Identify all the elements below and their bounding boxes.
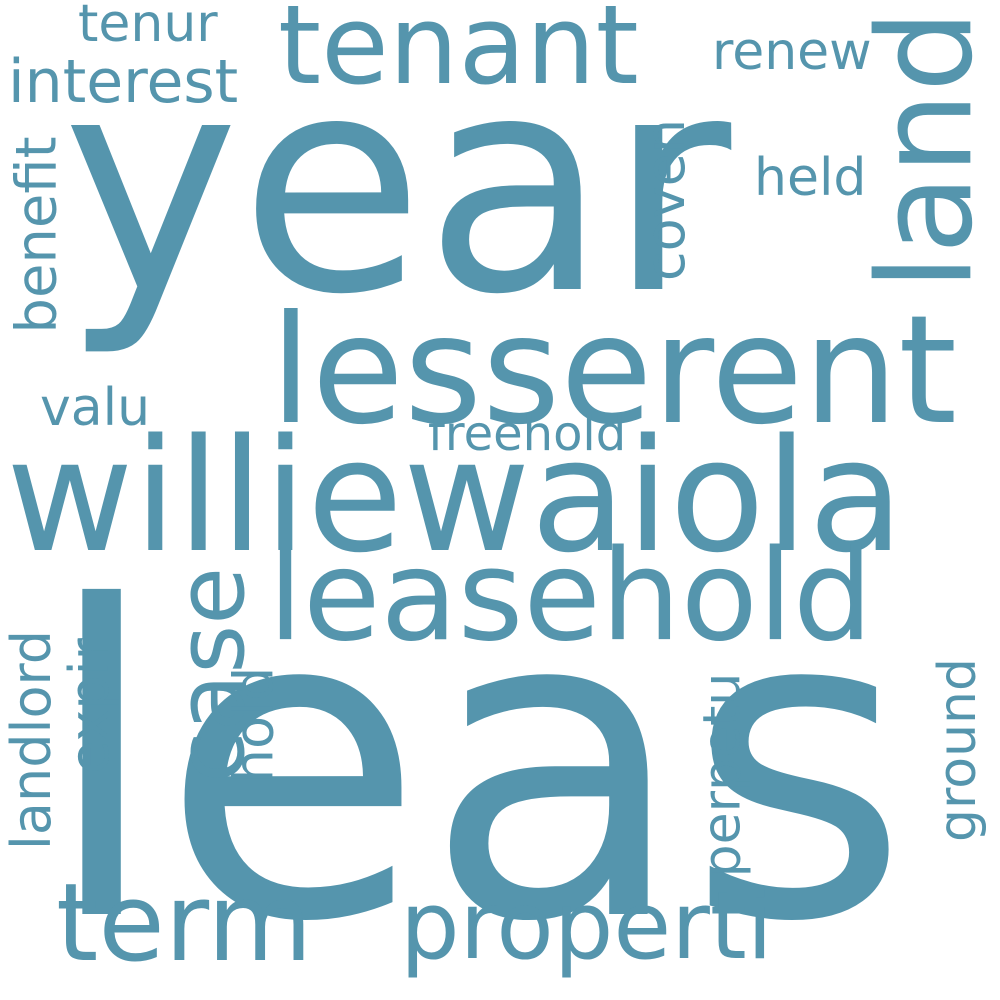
word-lesserent: lesserent [270,284,958,458]
word-year: year [62,11,732,360]
word-expir: expir [58,616,121,796]
word-leas: leas [42,517,910,1000]
word-coven: coven [634,110,698,290]
word-held: held [754,148,867,208]
word-land: land [849,0,1000,300]
word-valu: valu [40,378,151,438]
word-freehold: freehold [428,406,627,462]
word-ground: ground [928,640,989,860]
word-expir-text: expir [58,638,121,774]
word-benefit-text: benefit [5,136,70,334]
word-properti: properti [400,872,773,981]
word-term: term [56,861,313,986]
word-tenant: tenant [278,0,639,109]
word-williewaiola: williewaiola [6,405,904,587]
word-ground-text: ground [928,658,989,842]
word-coven-text: coven [634,118,698,282]
word-interest: interest [8,47,239,117]
word-perpetu: perpetu [692,650,753,900]
word-hold-text: hold [222,666,286,784]
word-leasehold: leasehold [268,522,873,669]
word-landlord-text: landlord [0,629,64,851]
word-renew: renew [712,22,872,82]
word-tenur: tenur [78,0,218,54]
word-landlord: landlord [0,600,64,880]
word-hold: hold [222,650,286,800]
word-land-text: land [849,9,1000,291]
word-benefit: benefit [5,110,70,360]
word-perpetu-text: perpetu [692,672,753,878]
